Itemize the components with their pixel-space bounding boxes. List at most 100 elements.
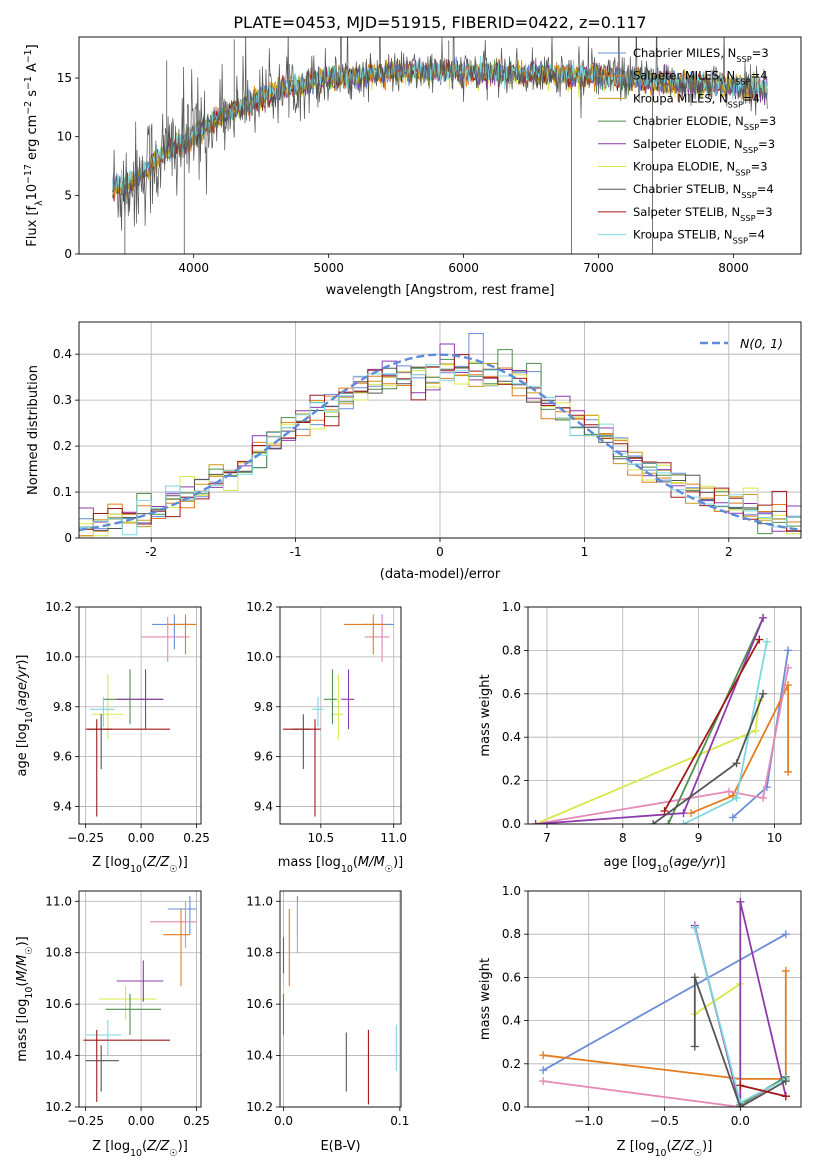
x-tick-label: 4000 xyxy=(178,261,209,275)
axis-ticks: −0.25 0.00 0.25 10.2 10.4 10.6 10.8 11.0 xyxy=(45,894,210,1128)
y-tick-label: 10.2 xyxy=(45,1100,72,1114)
weight-point-marker xyxy=(736,1081,745,1090)
x-tick-label: −0.5 xyxy=(650,1114,679,1128)
residual-legend: N(0, 1) xyxy=(700,336,783,351)
y-tick-label: 0.0 xyxy=(502,1100,521,1114)
weight-point-marker xyxy=(649,820,658,824)
y-tick-label: 10.0 xyxy=(246,650,273,664)
y-tick-label: 10.6 xyxy=(246,997,273,1011)
weight-point-marker xyxy=(724,787,733,796)
x-tick-label: 0.0 xyxy=(274,1114,293,1128)
y-tick-label: 10.0 xyxy=(45,650,72,664)
figure-title: PLATE=0453, MJD=51915, FIBERID=0422, z=0… xyxy=(233,13,646,32)
x-tick-label: 0.25 xyxy=(183,1114,210,1128)
weight-point-marker xyxy=(781,966,790,975)
error-bars xyxy=(282,614,394,817)
x-tick-label: 0.0 xyxy=(731,1114,750,1128)
axes-frame xyxy=(78,890,202,1108)
y-tick-label: 9.8 xyxy=(254,700,273,714)
weight-point-marker xyxy=(736,1103,745,1107)
y-axis-label: mass weight xyxy=(478,674,493,756)
axes-frame xyxy=(527,890,802,1108)
y-axis-label: mass weight xyxy=(478,958,493,1040)
y-tick-label: 0.4 xyxy=(502,1014,521,1028)
y-tick-label: 10.2 xyxy=(45,600,72,614)
error-bars xyxy=(85,614,197,817)
y-tick-label: 0.2 xyxy=(502,1057,521,1071)
y-tick-label: 9.6 xyxy=(53,750,72,764)
axis-ticks: 4000 5000 6000 7000 8000 0 5 10 15 xyxy=(57,71,749,275)
mass-vs-ebv-panel: 0.0 0.1 10.2 10.4 10.6 10.8 11.0 E(B-V) xyxy=(246,890,409,1154)
y-tick-label: 10 xyxy=(57,130,72,144)
y-tick-label: 10.4 xyxy=(45,1049,72,1063)
weight-point-marker xyxy=(690,973,699,982)
x-tick-label: -2 xyxy=(145,545,157,559)
legend-label: N(0, 1) xyxy=(740,336,783,351)
weight-point-marker xyxy=(759,689,768,698)
y-tick-label: 0.0 xyxy=(502,817,521,831)
y-tick-label: 0 xyxy=(64,247,72,261)
y-tick-label: 0.8 xyxy=(502,643,521,657)
mass-vs-Z-panel: −0.25 0.00 0.25 10.2 10.4 10.6 10.8 11.0 Z [log1… xyxy=(15,890,210,1159)
weight-series-line xyxy=(535,667,789,824)
legend-label: Chabrier ELODIE, NSSP=3 xyxy=(633,114,776,132)
spectrum-lines xyxy=(112,37,768,254)
legend-label: Salpeter ELODIE, NSSP=3 xyxy=(633,137,775,155)
x-tick-label: 9 xyxy=(695,831,703,845)
weight-point-marker xyxy=(728,813,737,822)
observed-spectrum-line xyxy=(112,37,768,231)
weight-vs-Z-panel: −1.0 −0.5 0.0 0.0 0.2 0.4 0.6 0.8 1.0 Z [log10(Z/… xyxy=(478,884,802,1159)
age-vs-Z-panel: −0.25 0.00 0.25 9.4 9.6 9.8 10.0 10.2 Z [log10(Z… xyxy=(15,600,210,875)
x-axis-label: mass [log10(M/M☉)] xyxy=(278,855,404,875)
age-vs-mass-panel: 10.5 11.0 9.4 9.6 9.8 10.0 10.2 mass [log10(M/M… xyxy=(246,600,407,875)
weight-vs-age-panel: 7 8 9 10 0.0 0.2 0.4 0.6 0.8 1.0 age [log10(age/yr… xyxy=(478,600,802,875)
axes-frame xyxy=(78,321,802,539)
axes-frame xyxy=(279,606,402,825)
y-tick-label: 10.8 xyxy=(246,946,273,960)
weight-series-line xyxy=(543,970,787,1080)
axes-frame xyxy=(78,606,202,825)
axes-frame xyxy=(527,606,802,825)
weight-point-marker xyxy=(690,923,699,932)
axis-ticks: -2 -1 0 1 2 0 0.1 0.2 0.3 0.4 xyxy=(53,347,733,559)
gaussian-curve xyxy=(79,353,799,532)
y-tick-label: 0.2 xyxy=(53,439,72,453)
weight-point-marker xyxy=(660,806,669,815)
x-axis-label: Z [log10(Z/Z☉)] xyxy=(617,1139,713,1159)
axis-ticks: −1.0 −0.5 0.0 0.0 0.2 0.4 0.6 0.8 1.0 xyxy=(502,884,750,1128)
weight-point-marker xyxy=(687,809,696,818)
y-tick-label: 9.6 xyxy=(254,750,273,764)
y-tick-label: 0.6 xyxy=(502,687,521,701)
y-tick-label: 0.3 xyxy=(53,393,72,407)
x-tick-label: 1 xyxy=(581,545,589,559)
weight-point-marker xyxy=(762,637,771,646)
error-bars xyxy=(83,896,197,1102)
weight-point-marker xyxy=(784,663,793,672)
weight-point-marker xyxy=(781,1092,790,1101)
axis-ticks: 0.0 0.1 10.2 10.4 10.6 10.8 11.0 xyxy=(246,894,409,1128)
weight-lines xyxy=(539,897,790,1107)
weight-series-line xyxy=(667,617,764,824)
weight-point-marker xyxy=(732,793,741,802)
x-tick-label: 10 xyxy=(767,831,782,845)
axes-frame xyxy=(78,36,802,255)
weight-point-marker xyxy=(539,1051,548,1060)
weight-point-marker xyxy=(539,1077,548,1086)
weight-point-marker xyxy=(784,646,793,655)
legend-label: Chabrier STELIB, NSSP=4 xyxy=(633,182,774,200)
weight-series-line xyxy=(542,933,787,1072)
x-tick-label: −1.0 xyxy=(574,1114,603,1128)
weight-point-marker xyxy=(755,635,764,644)
y-tick-label: 1.0 xyxy=(502,884,521,898)
weight-point-marker xyxy=(732,759,741,768)
weight-point-marker xyxy=(784,767,793,776)
x-axis-label: Z [log10(Z/Z☉)] xyxy=(92,855,188,875)
y-tick-label: 10.2 xyxy=(246,1100,273,1114)
x-axis-label: Z [log10(Z/Z☉)] xyxy=(92,1139,188,1159)
weight-point-marker xyxy=(781,930,790,939)
y-tick-label: 9.4 xyxy=(53,800,72,814)
y-tick-label: 0.8 xyxy=(502,927,521,941)
x-tick-label: 7 xyxy=(543,831,551,845)
